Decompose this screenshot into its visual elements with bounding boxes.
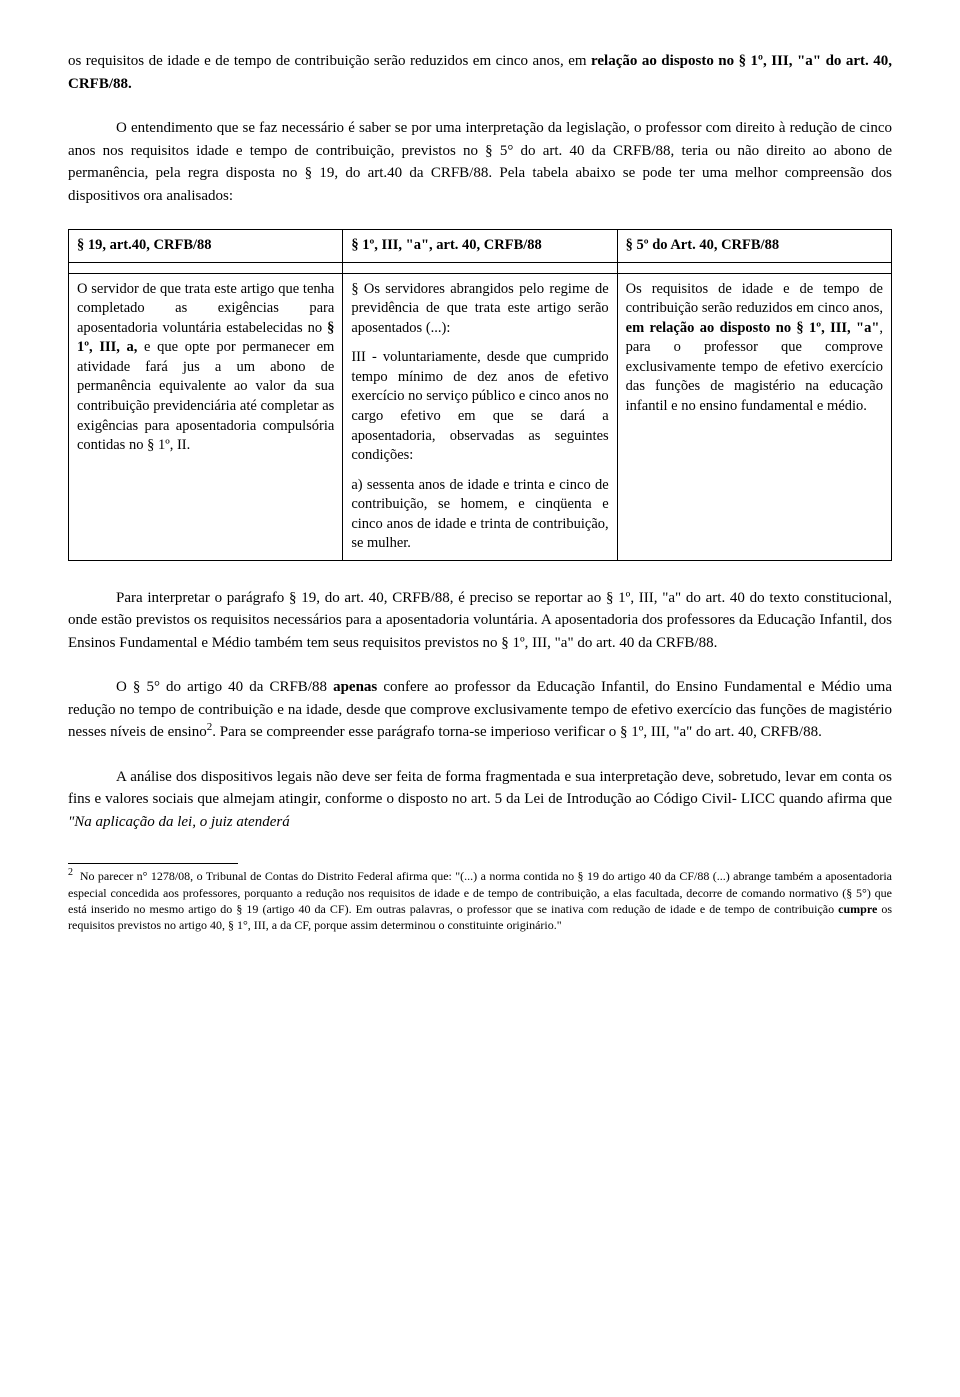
paragraph-3: Para interpretar o parágrafo § 19, do ar… — [68, 587, 892, 655]
table-cell-2: § Os servidores abrangidos pelo regime d… — [343, 273, 617, 560]
table-header-1: § 19, art.40, CRFB/88 — [69, 230, 343, 263]
text: os requisitos de idade e de tempo de con… — [68, 53, 591, 69]
text: § Os servidores abrangidos pelo regime d… — [351, 280, 608, 339]
paragraph-4: O § 5° do artigo 40 da CRFB/88 apenas co… — [68, 676, 892, 744]
text: a) sessenta anos de idade e trinta e cin… — [351, 476, 608, 554]
text: III - voluntariamente, desde que cumprid… — [351, 348, 608, 465]
table-body-row: O servidor de que trata este artigo que … — [69, 273, 892, 560]
table-header-row: § 19, art.40, CRFB/88 § 1º, III, "a", ar… — [69, 230, 892, 263]
footnote-number: 2 — [68, 867, 73, 878]
text: O servidor de que trata este artigo que … — [77, 281, 334, 336]
bold-text: cumpre — [838, 902, 877, 916]
bold-text: em relação ao disposto no § 1º, III, "a" — [626, 320, 880, 336]
italic-text: "Na aplicação da lei, o juiz atenderá — [68, 814, 290, 830]
text: O § 5° do artigo 40 da CRFB/88 — [116, 679, 333, 695]
text: No parecer n° 1278/08, o Tribunal de Con… — [68, 869, 892, 915]
paragraph-5: A análise dos dispositivos legais não de… — [68, 766, 892, 834]
text: . Para se compreender esse parágrafo tor… — [212, 724, 822, 740]
paragraph-2: O entendimento que se faz necessário é s… — [68, 117, 892, 207]
bold-text: apenas — [333, 679, 377, 695]
footnote-separator — [68, 863, 238, 864]
comparison-table: § 19, art.40, CRFB/88 § 1º, III, "a", ar… — [68, 229, 892, 561]
text: e que opte por permanecer em atividade f… — [77, 339, 334, 453]
table-header-2: § 1º, III, "a", art. 40, CRFB/88 — [343, 230, 617, 263]
text: Os requisitos de idade e de tempo de con… — [626, 281, 883, 317]
table-spacer-row — [69, 262, 892, 273]
footnote-text: 2 No parecer n° 1278/08, o Tribunal de C… — [68, 868, 892, 933]
table-cell-1: O servidor de que trata este artigo que … — [69, 273, 343, 560]
table-header-3: § 5º do Art. 40, CRFB/88 — [617, 230, 891, 263]
paragraph-1: os requisitos de idade e de tempo de con… — [68, 50, 892, 95]
text: A análise dos dispositivos legais não de… — [68, 769, 892, 808]
table-cell-3: Os requisitos de idade e de tempo de con… — [617, 273, 891, 560]
